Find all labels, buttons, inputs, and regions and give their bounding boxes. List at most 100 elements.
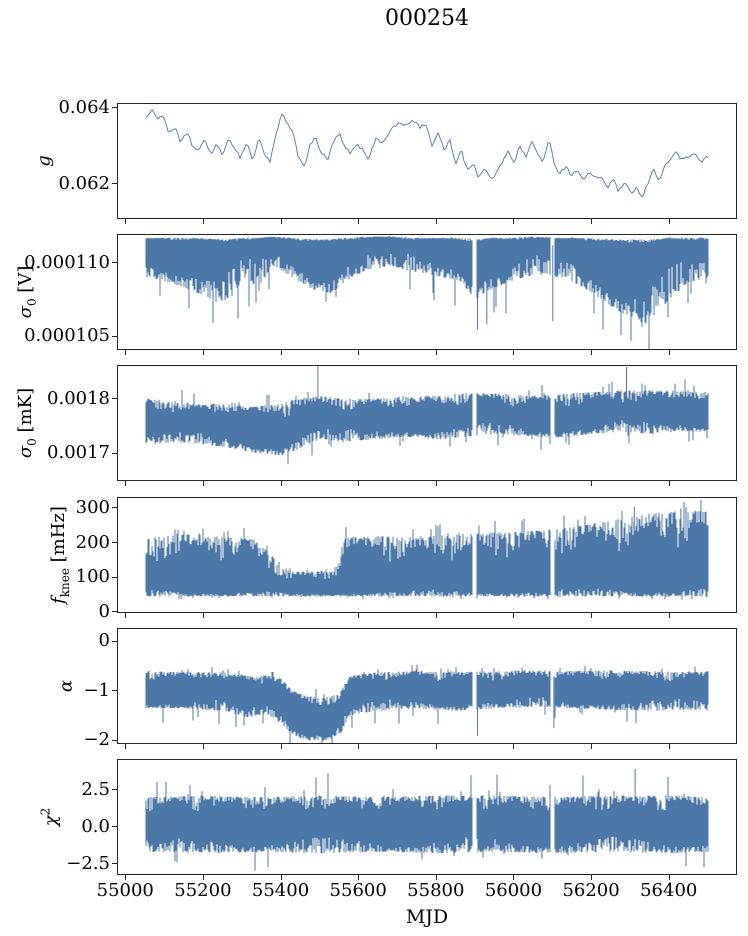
x-tick xyxy=(435,219,437,224)
x-tick xyxy=(513,875,515,880)
x-tick xyxy=(435,612,437,618)
y-tick-label: 2.5 xyxy=(81,778,110,800)
x-tick xyxy=(358,612,360,618)
y-axis-label-alpha: α xyxy=(55,679,77,692)
y-axis-label-g: g xyxy=(33,155,55,167)
x-tick xyxy=(280,612,282,618)
y-tick-label: 0.000110 xyxy=(24,251,110,273)
x-tick-label: 56400 xyxy=(640,880,698,901)
x-tick xyxy=(435,350,437,356)
x-tick xyxy=(125,743,127,749)
y-tick-label: 100 xyxy=(75,566,110,588)
y-tick xyxy=(112,452,117,454)
subplot-fknee xyxy=(117,496,737,613)
y-tick-label: 0.0017 xyxy=(47,442,110,464)
x-tick xyxy=(358,350,360,356)
y-tick-label: 0.0 xyxy=(81,815,110,837)
x-tick xyxy=(668,743,670,749)
x-tick xyxy=(280,481,282,487)
x-tick xyxy=(125,219,127,224)
y-tick xyxy=(112,107,117,109)
x-tick-label: 55800 xyxy=(407,880,465,901)
x-tick-label: 55000 xyxy=(96,880,154,901)
x-tick-label: 56200 xyxy=(562,880,620,901)
x-tick xyxy=(591,481,593,487)
y-tick xyxy=(112,690,117,692)
subplot-sigma0-mk xyxy=(117,365,737,482)
x-tick xyxy=(202,219,204,224)
x-tick xyxy=(435,875,437,880)
x-tick xyxy=(280,219,282,224)
y-tick-label: 0 xyxy=(98,630,110,652)
x-tick xyxy=(591,875,593,880)
subplot-g xyxy=(117,103,737,219)
series-sigma0-v xyxy=(145,236,709,350)
series-g xyxy=(145,109,709,198)
y-tick-label: 0 xyxy=(98,600,110,622)
x-tick xyxy=(280,743,282,749)
x-tick xyxy=(513,612,515,618)
y-tick-label: 0.000105 xyxy=(24,325,110,347)
y-tick xyxy=(112,611,117,613)
y-tick xyxy=(112,262,117,264)
x-tick xyxy=(435,743,437,749)
y-axis-label-sigma0-mk: σ0 [mK] xyxy=(15,388,39,459)
y-tick xyxy=(112,739,117,741)
x-tick xyxy=(358,219,360,224)
x-tick xyxy=(591,743,593,749)
x-tick xyxy=(668,219,670,224)
x-tick xyxy=(358,743,360,749)
x-tick-label: 56000 xyxy=(484,880,543,901)
x-tick xyxy=(513,350,515,356)
series-fknee xyxy=(145,499,709,600)
y-tick xyxy=(112,398,117,400)
y-tick-label: 200 xyxy=(75,531,110,553)
y-axis-label-sigma0-v: σ0 [V] xyxy=(15,265,39,319)
y-axis-label-fknee: fknee [mHz] xyxy=(48,505,72,604)
y-tick xyxy=(112,789,117,791)
x-tick xyxy=(513,219,515,224)
y-tick-label: 0.062 xyxy=(58,172,110,194)
x-tick xyxy=(513,743,515,749)
x-tick-label: 55200 xyxy=(174,880,232,901)
x-tick xyxy=(668,481,670,487)
x-tick xyxy=(668,612,670,618)
x-tick xyxy=(202,743,204,749)
y-tick-label: −2.5 xyxy=(66,852,110,874)
x-tick xyxy=(202,612,204,618)
x-axis-label: MJD xyxy=(405,906,449,928)
x-tick xyxy=(668,350,670,356)
y-tick-label: −1 xyxy=(83,679,110,701)
x-tick xyxy=(358,481,360,487)
x-tick xyxy=(125,350,127,356)
x-tick xyxy=(125,875,127,880)
x-tick xyxy=(202,350,204,356)
subplot-alpha xyxy=(117,627,737,744)
y-tick xyxy=(112,507,117,509)
x-tick xyxy=(125,481,127,487)
x-tick xyxy=(591,612,593,618)
y-tick xyxy=(112,335,117,337)
x-tick xyxy=(202,481,204,487)
y-tick xyxy=(112,576,117,578)
series-chi2 xyxy=(145,768,709,871)
y-tick-label: 0.0018 xyxy=(47,387,110,409)
x-tick-label: 55600 xyxy=(329,880,387,901)
x-tick xyxy=(591,350,593,356)
series-alpha xyxy=(145,664,709,743)
x-tick xyxy=(513,481,515,487)
y-tick-label: −2 xyxy=(83,729,110,751)
y-tick xyxy=(112,826,117,828)
y-axis-label-chi2: χ2 xyxy=(38,807,62,827)
x-tick-label: 55400 xyxy=(251,880,310,901)
y-tick-label: 300 xyxy=(75,496,110,518)
x-tick xyxy=(202,875,204,880)
subplot-chi2 xyxy=(117,759,737,875)
x-tick xyxy=(125,612,127,618)
y-tick-label: 0.064 xyxy=(58,96,110,118)
y-tick xyxy=(112,640,117,642)
x-tick xyxy=(358,875,360,880)
x-tick xyxy=(668,875,670,880)
x-tick xyxy=(435,481,437,487)
